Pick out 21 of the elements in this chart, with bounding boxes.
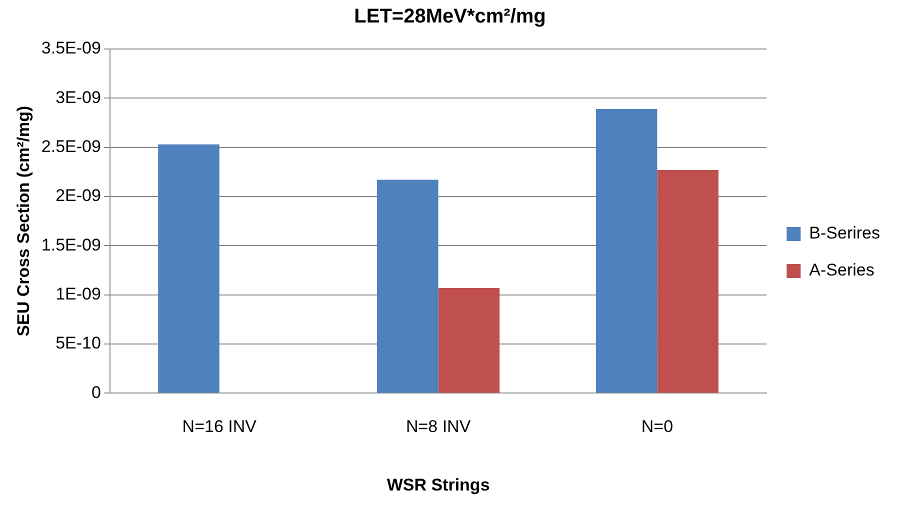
y-tick-label: 1E-09 xyxy=(56,284,101,304)
x-axis-title: WSR Strings xyxy=(386,475,490,494)
y-tick-label: 3.5E-09 xyxy=(41,38,101,58)
legend-label: A-Series xyxy=(809,260,874,280)
x-tick-label: N=0 xyxy=(641,417,674,436)
y-tick-label: 3E-09 xyxy=(56,88,101,107)
bar xyxy=(377,180,438,393)
y-tick-label: 1.5E-09 xyxy=(41,235,101,254)
x-tick-label: N=16 INV xyxy=(182,417,258,436)
y-tick-label: 2.5E-09 xyxy=(41,137,101,156)
y-tick-label: 2E-09 xyxy=(56,186,101,206)
bar xyxy=(438,288,500,393)
bar xyxy=(158,144,220,393)
y-axis-title: SEU Cross Section (cm²/mg) xyxy=(14,106,33,336)
y-tick-label: 5E-10 xyxy=(56,334,101,353)
x-tick-label: N=8 INV xyxy=(406,417,472,436)
y-tick-label: 0 xyxy=(91,382,101,402)
chart-title: LET=28MeV*cm²/mg xyxy=(354,6,546,28)
legend-label: B-Serires xyxy=(809,224,880,243)
bar xyxy=(596,108,658,393)
bar xyxy=(657,170,718,393)
